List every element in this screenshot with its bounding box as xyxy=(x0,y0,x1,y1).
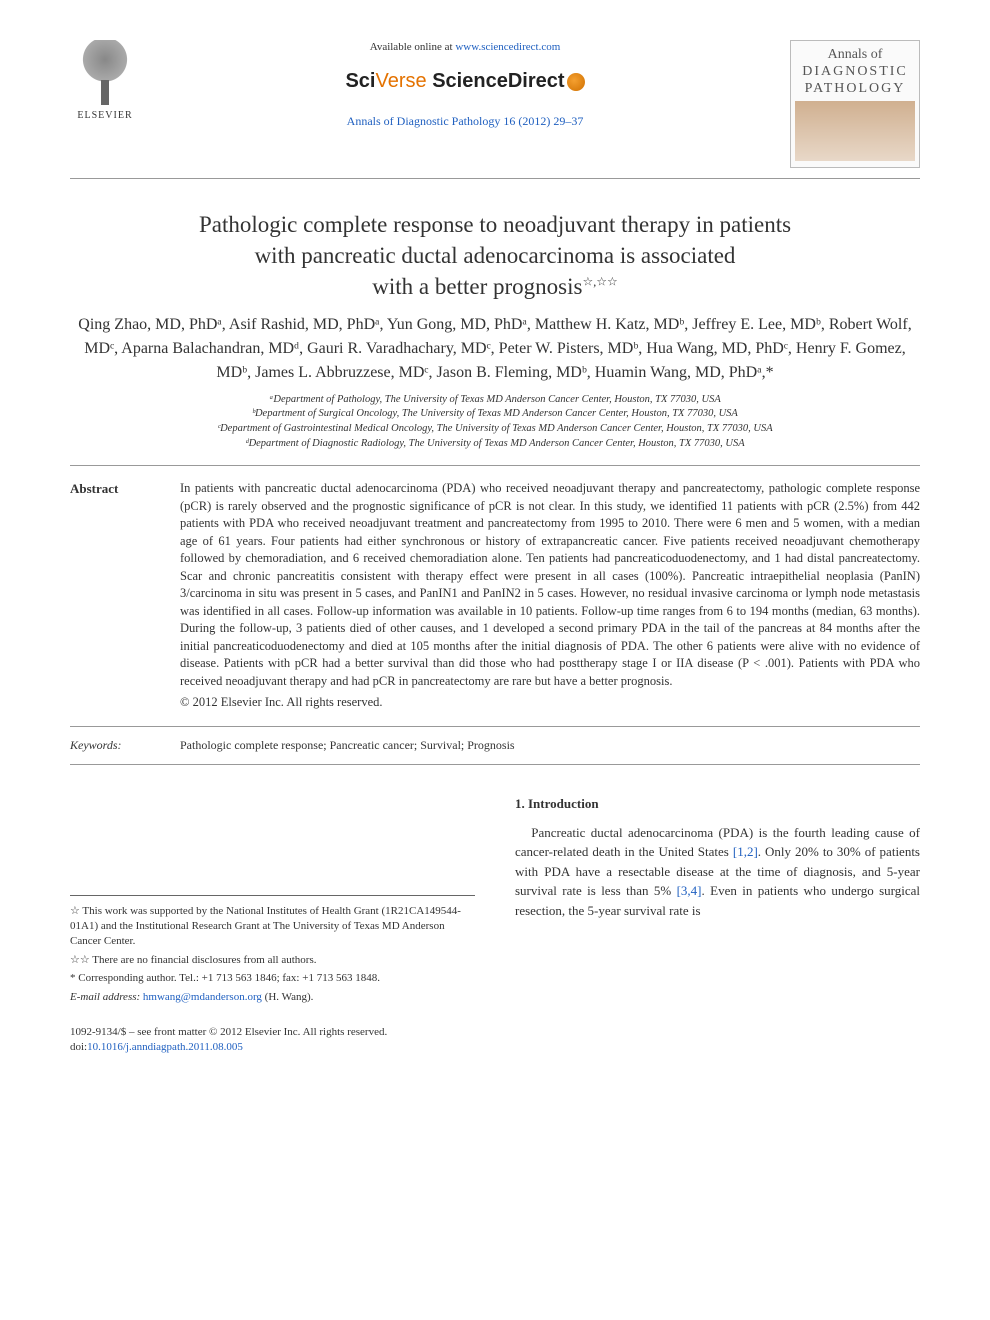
header-region: ELSEVIER Available online at www.science… xyxy=(70,40,920,168)
footnote-corresponding: * Corresponding author. Tel.: +1 713 563… xyxy=(70,971,475,986)
journal-cover-image xyxy=(795,101,915,161)
elsevier-logo: ELSEVIER xyxy=(70,40,140,123)
affiliation-b: ᵇDepartment of Surgical Oncology, The Un… xyxy=(70,407,920,422)
sciverse-verse: Verse xyxy=(376,70,427,92)
title-footnote-marks: ☆,☆☆ xyxy=(582,275,617,289)
affiliation-d: ᵈDepartment of Diagnostic Radiology, The… xyxy=(70,437,920,452)
affiliation-c: ᶜDepartment of Gastrointestinal Medical … xyxy=(70,422,920,437)
title-line1: Pathologic complete response to neoadjuv… xyxy=(199,212,791,237)
keywords-label: Keywords: xyxy=(70,737,150,754)
cover-line3: PATHOLOGY xyxy=(795,81,915,98)
footnotes: ☆ This work was supported by the Nationa… xyxy=(70,895,475,1005)
keywords-row: Keywords: Pathologic complete response; … xyxy=(70,727,920,765)
available-prefix: Available online at xyxy=(370,41,456,53)
abstract-body: In patients with pancreatic ductal adeno… xyxy=(180,481,920,688)
abstract-text: In patients with pancreatic ductal adeno… xyxy=(180,480,920,712)
citation-3-4[interactable]: [3,4] xyxy=(677,883,702,898)
sciverse-sci: Sci xyxy=(345,70,375,92)
email-label: E-mail address: xyxy=(70,991,143,1003)
footnote-star2: ☆☆ There are no financial disclosures fr… xyxy=(70,953,475,968)
cover-line2: DIAGNOSTIC xyxy=(795,64,915,81)
affiliation-a: ᵃDepartment of Pathology, The University… xyxy=(70,393,920,408)
sciverse-sd: ScienceDirect xyxy=(427,70,565,92)
abstract-label: Abstract xyxy=(70,480,150,712)
abstract-block: Abstract In patients with pancreatic duc… xyxy=(70,465,920,727)
intro-paragraph: Pancreatic ductal adenocarcinoma (PDA) i… xyxy=(515,823,920,921)
title-line2: with pancreatic ductal adenocarcinoma is… xyxy=(255,243,736,268)
citation-1-2[interactable]: [1,2] xyxy=(733,844,758,859)
intro-heading: 1. Introduction xyxy=(515,795,920,813)
issn-line: 1092-9134/$ – see front matter © 2012 El… xyxy=(70,1025,475,1040)
journal-cover-title: Annals of DIAGNOSTIC PATHOLOGY xyxy=(795,47,915,97)
two-column-region: ☆ This work was supported by the Nationa… xyxy=(70,795,920,1056)
elsevier-label: ELSEVIER xyxy=(77,109,132,123)
center-header: Available online at www.sciencedirect.co… xyxy=(140,40,790,130)
cover-line1: Annals of xyxy=(795,47,915,64)
email-suffix: (H. Wang). xyxy=(262,991,313,1003)
abstract-copyright: © 2012 Elsevier Inc. All rights reserved… xyxy=(180,694,920,712)
header-rule xyxy=(70,178,920,179)
footnote-star1: ☆ This work was supported by the Nationa… xyxy=(70,904,475,950)
footer-meta: 1092-9134/$ – see front matter © 2012 El… xyxy=(70,1025,475,1056)
right-column: 1. Introduction Pancreatic ductal adenoc… xyxy=(515,795,920,1056)
left-column: ☆ This work was supported by the Nationa… xyxy=(70,795,475,1056)
keywords-text: Pathologic complete response; Pancreatic… xyxy=(180,737,515,754)
email-link[interactable]: hmwang@mdanderson.org xyxy=(143,991,262,1003)
doi-prefix: doi: xyxy=(70,1041,87,1053)
available-online-text: Available online at www.sciencedirect.co… xyxy=(140,40,790,55)
doi-link[interactable]: 10.1016/j.anndiagpath.2011.08.005 xyxy=(87,1041,243,1053)
footnote-email: E-mail address: hmwang@mdanderson.org (H… xyxy=(70,990,475,1005)
sciencedirect-link[interactable]: www.sciencedirect.com xyxy=(455,41,560,53)
article-title: Pathologic complete response to neoadjuv… xyxy=(70,209,920,302)
sciverse-dot-icon xyxy=(567,73,585,91)
journal-reference[interactable]: Annals of Diagnostic Pathology 16 (2012)… xyxy=(140,113,790,130)
journal-cover: Annals of DIAGNOSTIC PATHOLOGY xyxy=(790,40,920,168)
elsevier-tree-icon xyxy=(75,40,135,105)
doi-line: doi:10.1016/j.anndiagpath.2011.08.005 xyxy=(70,1040,475,1055)
sciverse-logo: SciVerse ScienceDirect xyxy=(315,63,614,99)
affiliations: ᵃDepartment of Pathology, The University… xyxy=(70,393,920,452)
author-list: Qing Zhao, MD, PhDᵃ, Asif Rashid, MD, Ph… xyxy=(70,313,920,385)
title-line3: with a better prognosis xyxy=(372,274,582,299)
